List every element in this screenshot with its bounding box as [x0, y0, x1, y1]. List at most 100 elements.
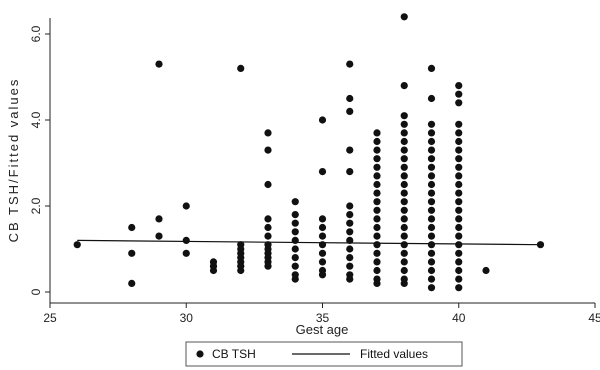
cb-tsh-point [427, 232, 436, 240]
cb-tsh-point [455, 137, 463, 146]
cb-tsh-point [291, 262, 299, 270]
cb-tsh-point [427, 258, 436, 266]
cb-tsh-point [209, 266, 218, 275]
cb-tsh-point [128, 279, 136, 287]
cb-tsh-point [155, 232, 163, 240]
cb-tsh-point [455, 266, 463, 275]
cb-tsh-point [455, 90, 463, 98]
cb-tsh-point [318, 215, 327, 223]
y-tick-label: 0 [29, 288, 43, 295]
cb-tsh-point [373, 146, 381, 154]
cb-tsh-point [427, 206, 436, 214]
cb-tsh-point [427, 163, 436, 171]
cb-tsh-point [373, 129, 381, 137]
cb-tsh-point [455, 180, 463, 189]
cb-tsh-point [455, 155, 463, 163]
cb-tsh-point [346, 202, 354, 210]
cb-tsh-point [400, 129, 408, 137]
cb-tsh-point [182, 202, 190, 210]
cb-tsh-point [291, 236, 299, 244]
cb-tsh-point [264, 215, 272, 223]
cb-tsh-point [455, 223, 463, 232]
cb-tsh-point [427, 146, 436, 154]
cb-tsh-point [373, 232, 381, 240]
cb-tsh-point [427, 129, 436, 137]
cb-tsh-point [455, 163, 463, 171]
cb-tsh-point [400, 249, 408, 257]
cb-tsh-point [427, 137, 436, 146]
cb-tsh-point [264, 223, 272, 232]
cb-tsh-point [427, 94, 436, 103]
cb-tsh-point [427, 198, 436, 206]
cb-tsh-point [400, 163, 408, 171]
cb-tsh-point [455, 172, 463, 180]
cb-tsh-point [346, 146, 354, 154]
cb-tsh-point [455, 215, 463, 223]
cb-tsh-point [400, 223, 408, 232]
cb-tsh-point [455, 241, 463, 249]
cb-tsh-point [264, 232, 272, 240]
cb-tsh-point [427, 215, 436, 223]
cb-tsh-point [346, 94, 354, 103]
cb-tsh-point [427, 155, 436, 163]
cb-tsh-point [455, 232, 463, 240]
cb-tsh-point [182, 249, 190, 257]
cb-tsh-point [264, 180, 272, 189]
cb-tsh-point [373, 172, 381, 180]
cb-tsh-point [155, 215, 163, 223]
x-tick-label: 40 [452, 311, 466, 325]
cb-tsh-point [346, 262, 354, 270]
cb-tsh-point [182, 236, 190, 244]
cb-tsh-point [427, 241, 436, 249]
y-ticks: 0 2.0 4.0 6.0 [29, 25, 50, 295]
cb-tsh-point [455, 206, 463, 214]
cb-tsh-point [373, 137, 381, 146]
cb-tsh-point [400, 155, 408, 163]
cb-tsh-point [291, 219, 299, 227]
cb-tsh-point [400, 82, 408, 90]
cb-tsh-point [400, 241, 408, 249]
cb-tsh-point [318, 271, 327, 279]
cb-tsh-point [427, 249, 436, 257]
legend-label-fitted-values: Fitted values [360, 347, 428, 361]
cb-tsh-point [427, 284, 436, 292]
cb-tsh-point [346, 254, 354, 262]
fitted-values-layer [77, 239, 541, 246]
cb-tsh-point [237, 64, 245, 72]
cb-tsh-point [346, 236, 354, 244]
cb-tsh-point [427, 64, 436, 72]
y-tick-label: 4.0 [29, 111, 43, 128]
cb-tsh-point [400, 13, 408, 21]
cb-tsh-point [318, 168, 327, 176]
cb-tsh-point [373, 180, 381, 189]
cb-tsh-point [128, 249, 136, 257]
cb-tsh-point [128, 223, 136, 232]
cb-tsh-point [291, 254, 299, 262]
cb-tsh-point [400, 180, 408, 189]
cb-tsh-point [400, 215, 408, 223]
y-tick-label: 2.0 [29, 197, 43, 214]
cb-tsh-point [318, 116, 327, 124]
cb-tsh-point [455, 275, 463, 283]
cb-tsh-point [373, 223, 381, 232]
cb-tsh-point [455, 129, 463, 137]
cb-tsh-point [400, 206, 408, 214]
cb-tsh-point [400, 189, 408, 197]
cb-tsh-point [373, 206, 381, 214]
cb-tsh-point [373, 163, 381, 171]
cb-tsh-point [455, 258, 463, 266]
cb-tsh-point [318, 241, 327, 249]
legend-marker-cb-tsh [196, 350, 204, 358]
legend-label-cb-tsh: CB TSH [212, 347, 256, 361]
cb-tsh-point [482, 266, 490, 275]
cb-tsh-point [73, 241, 81, 249]
cb-tsh-point [346, 245, 354, 253]
legend: CB TSH Fitted values [185, 341, 463, 367]
cb-tsh-point [455, 146, 463, 154]
cb-tsh-point [455, 82, 463, 90]
cb-tsh-point [427, 180, 436, 189]
cb-tsh-point [400, 279, 408, 287]
cb-tsh-point [400, 232, 408, 240]
cb-tsh-point [318, 258, 327, 266]
